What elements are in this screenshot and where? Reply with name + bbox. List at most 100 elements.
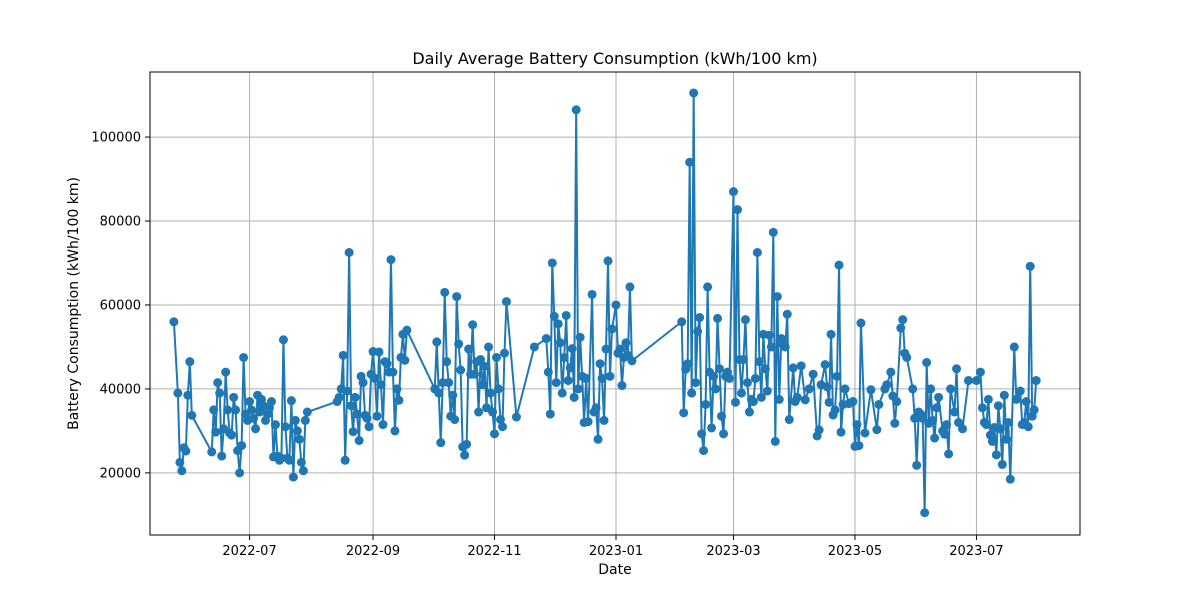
data-point (679, 408, 689, 418)
y-tick-label: 20000 (100, 466, 141, 481)
data-point (975, 367, 985, 377)
data-point (490, 429, 500, 439)
data-point (334, 392, 344, 402)
data-point (732, 205, 742, 215)
data-point (354, 436, 364, 446)
data-point (442, 357, 452, 367)
data-point (460, 450, 470, 460)
data-point (350, 392, 360, 402)
data-point (942, 420, 952, 430)
data-point (448, 390, 458, 400)
y-axis-label: Battery Consumption (kWh/100 km) (66, 177, 82, 430)
data-point (788, 363, 798, 373)
data-point (826, 329, 836, 339)
data-point (454, 339, 464, 349)
data-point (730, 397, 740, 407)
x-tick-label: 2023-03 (706, 544, 760, 559)
data-point (235, 468, 245, 478)
data-point (388, 367, 398, 377)
data-point (1003, 418, 1013, 427)
data-point (701, 399, 711, 409)
data-point (697, 429, 707, 439)
data-point (852, 420, 862, 430)
data-point (432, 337, 442, 347)
data-point (209, 405, 219, 415)
data-point (378, 420, 388, 430)
data-point (362, 413, 372, 423)
data-point (270, 420, 280, 430)
data-point (711, 384, 721, 394)
data-point (728, 187, 738, 197)
x-axis-label: Date (598, 562, 631, 578)
data-point (725, 373, 735, 383)
data-point (1025, 261, 1035, 271)
data-point (583, 417, 593, 427)
data-point (780, 342, 790, 352)
data-point (804, 384, 814, 394)
data-point (237, 441, 247, 451)
x-tick-label: 2022-07 (222, 544, 276, 559)
data-point (249, 413, 259, 423)
data-point (346, 401, 356, 411)
data-point (940, 429, 950, 439)
data-point (227, 430, 237, 440)
data-point (488, 407, 498, 417)
data-point (1029, 405, 1039, 415)
data-point (575, 332, 585, 342)
data-point (300, 415, 310, 425)
data-point (625, 282, 635, 292)
data-point (185, 357, 195, 367)
data-point (302, 407, 312, 417)
data-point (677, 317, 687, 327)
data-point (872, 425, 882, 435)
data-point (370, 373, 380, 383)
data-point (364, 422, 374, 432)
data-point (434, 388, 444, 398)
data-point (800, 395, 810, 405)
data-point (866, 385, 876, 395)
data-point (553, 319, 563, 329)
data-point (736, 388, 746, 398)
x-tick-label: 2023-05 (828, 544, 882, 559)
data-point (792, 392, 802, 402)
data-point (541, 334, 551, 344)
data-point (830, 405, 840, 415)
y-tick-label: 60000 (100, 298, 141, 313)
data-point (886, 367, 896, 377)
data-point (856, 318, 866, 328)
data-point (284, 455, 294, 465)
data-point (207, 447, 217, 457)
data-point (981, 420, 991, 430)
data-point (971, 376, 981, 386)
data-point (247, 405, 257, 415)
data-point (808, 369, 818, 379)
data-point (386, 255, 396, 265)
data-point (1021, 397, 1031, 407)
data-point (376, 380, 386, 390)
data-point (348, 427, 358, 437)
data-point (298, 466, 308, 476)
data-point (402, 325, 412, 335)
data-point (394, 395, 404, 405)
data-point (617, 381, 627, 391)
data-point (495, 415, 505, 425)
data-point (824, 397, 834, 407)
data-point (340, 455, 350, 465)
data-point (478, 380, 488, 390)
data-point (213, 378, 223, 388)
data-point (836, 427, 846, 437)
data-point (344, 248, 354, 257)
data-point (627, 356, 637, 366)
data-point (239, 352, 249, 362)
data-point (687, 388, 697, 398)
data-point (390, 426, 400, 436)
data-point (601, 344, 611, 354)
data-point (814, 425, 824, 435)
data-point (567, 344, 577, 354)
data-point (908, 384, 918, 394)
data-point (713, 313, 723, 323)
data-point (768, 227, 778, 237)
data-point (896, 323, 906, 333)
data-point (543, 367, 553, 377)
data-point (854, 441, 864, 451)
